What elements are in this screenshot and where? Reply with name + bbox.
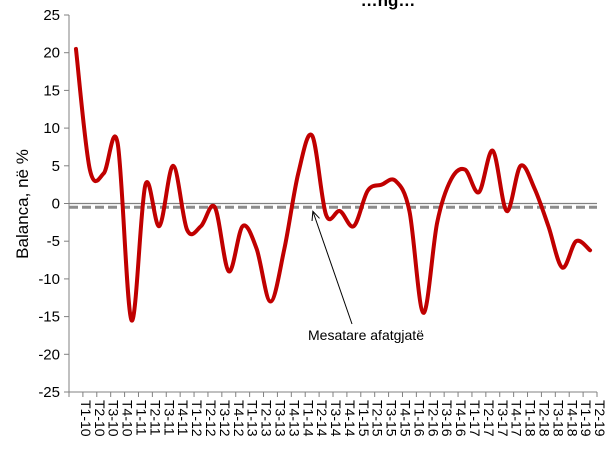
x-tick-label: T4-11	[175, 400, 191, 436]
annotation-arrow	[313, 211, 353, 325]
x-tick-label: T3-14	[328, 400, 344, 437]
x-tick-label: T1-11	[134, 400, 150, 436]
x-tick-label: T2-19	[592, 400, 605, 437]
x-tick-label: T4-17	[509, 400, 525, 437]
x-tick-label: T4-12	[231, 400, 247, 437]
x-tick-label: T2-18	[536, 400, 552, 437]
x-tick-label: T3-16	[439, 400, 455, 437]
x-tick-label: T4-18	[564, 400, 580, 437]
x-tick-label: T2-14	[314, 400, 330, 437]
y-tick-label: -10	[38, 271, 60, 288]
y-tick-label: -20	[38, 346, 60, 363]
x-tick-label: T1-13	[245, 400, 261, 437]
x-tick-label: T2-10	[92, 400, 108, 437]
x-tick-label: T4-10	[120, 400, 136, 437]
x-tick-label: T1-18	[523, 400, 539, 437]
x-tick-label: T1-19	[578, 400, 594, 437]
chart-title: …ng…	[361, 0, 416, 10]
x-tick-label: T3-15	[384, 400, 400, 437]
x-tick-label: T2-17	[481, 400, 497, 437]
x-tick-label: T3-11	[161, 400, 177, 436]
x-tick-label: T3-18	[550, 400, 566, 437]
x-tick-label: T3-13	[272, 400, 288, 437]
x-tick-label: T1-15	[356, 400, 372, 437]
x-tick-label: T4-13	[286, 400, 302, 437]
series-points	[75, 48, 591, 321]
x-tick-label: T4-14	[342, 400, 358, 437]
y-tick-label: 0	[52, 196, 60, 213]
y-tick-label: 10	[43, 120, 60, 137]
y-axis-ticks: 25 20 15 10 5 0 -5 -10 -15 -20 -25	[38, 7, 69, 401]
x-tick-label: T3-12	[217, 400, 233, 437]
y-axis-label: Balanca, në %	[13, 149, 32, 259]
x-tick-label: T3-10	[106, 400, 122, 437]
x-tick-label: T4-15	[398, 400, 414, 437]
x-tick-label: T1-16	[411, 400, 427, 437]
y-tick-label: 15	[43, 82, 60, 99]
y-tick-label: -15	[38, 309, 60, 326]
series-line	[73, 46, 593, 323]
x-tick-label: T1-10	[78, 400, 94, 437]
y-tick-label: 25	[43, 7, 60, 24]
x-tick-label: T4-16	[453, 400, 469, 437]
x-tick-label: T2-11	[147, 400, 163, 436]
x-tick-label: T3-17	[495, 400, 511, 437]
y-tick-label: 20	[43, 45, 60, 62]
x-axis-ticks: T1-10T2-10T3-10T4-10T1-11T2-11T3-11T4-11…	[68, 392, 605, 437]
y-tick-label: -25	[38, 384, 60, 401]
y-tick-label: -5	[47, 233, 60, 250]
x-tick-label: T1-17	[467, 400, 483, 437]
y-tick-label: 5	[52, 158, 60, 175]
x-tick-label: T2-12	[203, 400, 219, 437]
x-tick-label: T1-14	[300, 400, 316, 437]
x-tick-label: T1-12	[189, 400, 205, 437]
x-tick-label: T2-16	[425, 400, 441, 437]
x-tick-label: T2-15	[370, 400, 386, 437]
annotation-text: Mesatare afatgjatë	[308, 327, 424, 343]
x-tick-label: T2-13	[259, 400, 275, 437]
